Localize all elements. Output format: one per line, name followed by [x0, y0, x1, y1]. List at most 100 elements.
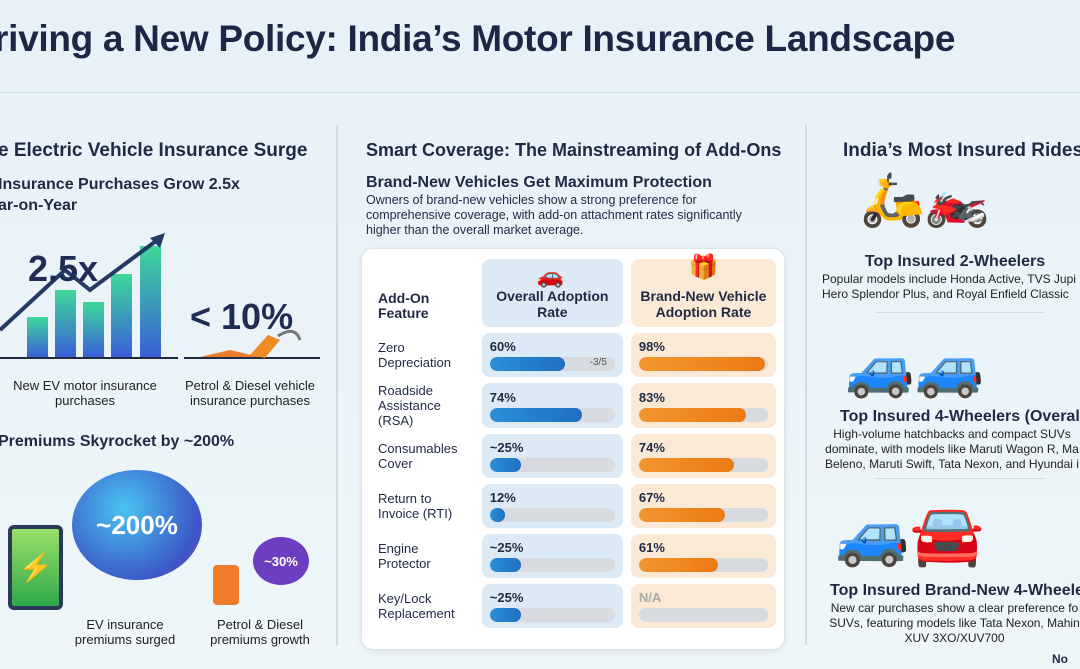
section-heading: e Electric Vehicle Insurance Surge: [0, 140, 308, 161]
ev-premium-bubble: ~200%: [72, 470, 202, 580]
overall-cell: 74%: [481, 383, 623, 428]
feature-name: Consumables Cover: [378, 441, 458, 471]
new-bar: [638, 558, 768, 572]
col-header-label: Brand-New Vehicle Adoption Rate: [640, 288, 767, 320]
new-bar: [638, 407, 768, 422]
new-cell: N/A: [630, 584, 776, 628]
ice-premium-stat: ~30%: [264, 553, 298, 569]
new-value: 74%: [638, 440, 665, 455]
overall-value: 12%: [489, 490, 516, 505]
new-bar-fill: [638, 508, 726, 522]
divider: [336, 125, 338, 645]
subheading-line: Insurance Purchases Grow 2.5x: [0, 176, 240, 193]
bar: [27, 317, 48, 357]
col-header-overall: 🚗 Overall Adoption Rate: [481, 259, 623, 327]
addons-table-card: Add-On Feature 🚗 Overall Adoption Rate 🎁 B…: [361, 248, 785, 650]
overall-bar: [489, 608, 615, 622]
bar: [83, 302, 104, 357]
overall-bar: [489, 558, 615, 572]
new-bar: [638, 608, 768, 622]
bar-note: -3/5: [589, 357, 607, 368]
new-bar-fill: [638, 357, 766, 371]
new-cell: 74%: [630, 434, 776, 478]
two-wheeler-icons: 🛵🏍️: [860, 171, 990, 229]
footer-logo: No: [1052, 652, 1068, 666]
block-title: Top Insured 4-Wheelers (Overall): [840, 408, 1080, 425]
block-title: Top Insured 2-Wheelers: [864, 253, 1046, 270]
ice-premium-label: Petrol & Diesel premiums growth: [210, 617, 310, 647]
new-cell: 61%: [630, 534, 776, 578]
new-cell: 67%: [630, 484, 776, 528]
ice-label: Petrol & Diesel vehicle insurance purcha…: [184, 378, 316, 408]
table-row: Consumables Cover ~25% 74%: [374, 434, 776, 478]
subheading: Brand-New Vehicles Get Maximum Protectio…: [366, 174, 712, 191]
new-value: 83%: [638, 389, 665, 405]
table-row: Zero Depreciation 60% -3/5 98%: [374, 333, 776, 377]
new-bar: [638, 458, 768, 472]
addons-table: Add-On Feature 🚗 Overall Adoption Rate 🎁 B…: [366, 253, 784, 634]
bar: [140, 246, 161, 357]
subheading: Insurance Purchases Grow 2.5x ar-on-Year: [0, 174, 240, 216]
fuel-pump-icon: [213, 565, 239, 605]
overall-value: ~25%: [489, 540, 524, 555]
table-row: Engine Protector ~25% 61%: [374, 534, 776, 578]
new-cell: 98%: [630, 333, 776, 377]
subheading: Premiums Skyrocket by ~200%: [0, 433, 235, 450]
ev-label: New EV motor insurance purchases: [13, 378, 157, 408]
overall-bar-fill: [489, 558, 522, 572]
feature-name: Zero Depreciation: [378, 340, 451, 370]
table-row: Key/Lock Replacement ~25% N/A: [374, 584, 776, 628]
block-text: Popular models include Honda Active, TVS…: [822, 272, 1076, 301]
overall-bar: [489, 407, 615, 422]
col-header-feature: Add-On Feature: [378, 290, 430, 321]
overall-bar-fill: [489, 458, 522, 472]
new-bar: [638, 508, 768, 522]
description: Owners of brand-new vehicles show a stro…: [366, 193, 742, 237]
four-wheeler-icons: 🚙🚙: [845, 336, 985, 399]
overall-cell: 60% -3/5: [481, 333, 623, 377]
overall-bar: -3/5: [489, 357, 615, 371]
overall-bar-fill: [489, 508, 505, 522]
ev-premium-label: EV insurance premiums surged: [74, 617, 176, 647]
gift-car-icon: 🎁: [688, 254, 719, 281]
table-row: Return to Invoice (RTI) 12% 67%: [374, 484, 776, 528]
col-header-new: 🎁 Brand-New Vehicle Adoption Rate: [630, 254, 776, 327]
ice-growth-stat: < 10%: [190, 296, 294, 337]
overall-bar: [489, 508, 615, 522]
overall-value: 60%: [489, 339, 516, 354]
divider: [0, 92, 1080, 93]
overall-value: 74%: [489, 389, 516, 405]
block-title: Top Insured Brand-New 4-Wheeler: [830, 582, 1080, 599]
overall-value: ~25%: [489, 440, 524, 455]
new-value: 61%: [638, 540, 665, 555]
new-value: N/A: [638, 590, 662, 605]
growth-chart-icon: [0, 233, 320, 359]
block-text: High-volume hatchbacks and compact SUVs …: [825, 427, 1079, 471]
overall-bar: [489, 458, 615, 472]
new-bar: [638, 357, 768, 371]
new-bar-fill: [638, 458, 735, 472]
new-value: 98%: [638, 339, 665, 354]
fuel-nozzle-icon: [200, 350, 260, 357]
feature-name: Return to Invoice (RTI): [378, 491, 453, 521]
overall-cell: ~25%: [481, 534, 623, 578]
overall-cell: ~25%: [481, 584, 623, 628]
bar: [55, 290, 76, 357]
feature-name: Engine Protector: [378, 541, 431, 571]
new-bar-fill: [638, 407, 747, 422]
subheading-line: ar-on-Year: [0, 197, 78, 214]
new-cell: 83%: [630, 383, 776, 428]
overall-bar-fill: [489, 407, 583, 422]
car-icon: 🚗: [536, 263, 565, 288]
trend-arrow: [0, 236, 162, 332]
block-text: New car purchases show a clear preferenc…: [829, 601, 1080, 645]
col-header-label: Overall Adoption Rate: [496, 288, 609, 320]
bar: [111, 274, 132, 357]
feature-name: Key/Lock Replacement: [378, 591, 455, 621]
overall-value: ~25%: [489, 590, 524, 605]
section-heading: Smart Coverage: The Mainstreaming of Add…: [366, 140, 782, 160]
overall-bar-fill: [489, 357, 565, 371]
feature-name: Roadside Assistance (RSA): [378, 383, 441, 428]
new-suv-icons: 🚙🚘: [835, 501, 985, 568]
overall-cell: 12%: [481, 484, 623, 528]
